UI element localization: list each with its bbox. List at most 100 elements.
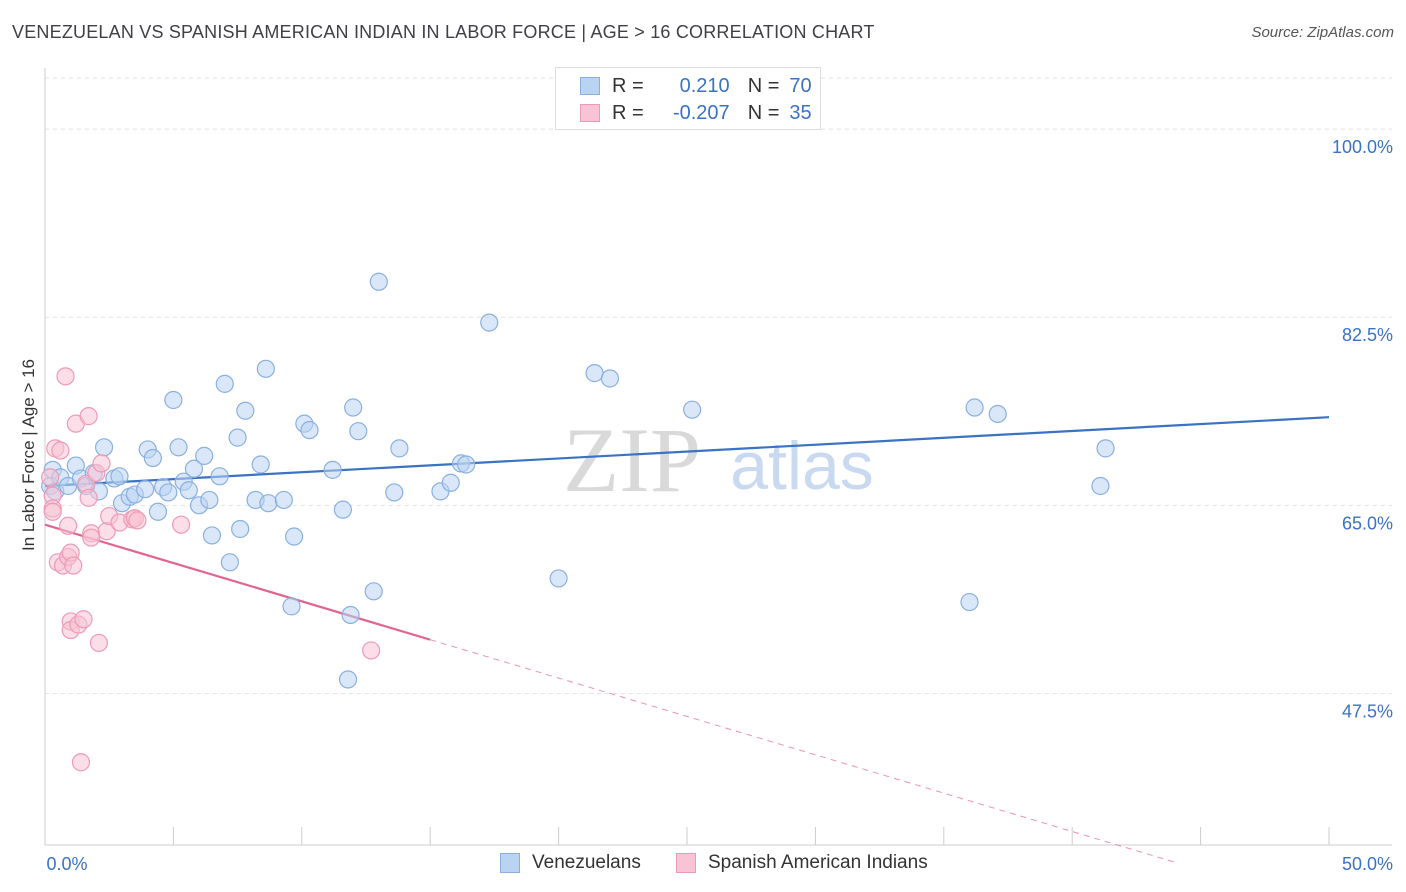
data-point-blue — [457, 455, 476, 474]
tick-labels: 47.5% 65.0% 82.5% 100.0% 0.0% 50.0% — [46, 137, 1393, 874]
data-point-blue — [364, 582, 383, 601]
data-point-blue — [184, 459, 204, 478]
data-point-pink — [71, 753, 91, 772]
data-point-blue — [259, 494, 278, 513]
data-point-blue — [202, 526, 222, 545]
data-point-blue — [220, 553, 239, 572]
data-point-blue — [349, 422, 368, 441]
legend-r-label: R = — [612, 101, 644, 124]
y-axis-label: In Labor Force | Age > 16 — [19, 358, 38, 552]
data-point-blue — [683, 400, 702, 419]
x-tick-label: 0.0% — [46, 854, 87, 874]
data-point-pink — [51, 441, 70, 460]
data-point-blue — [200, 490, 219, 510]
data-point-blue — [94, 438, 114, 457]
data-point-blue — [169, 438, 188, 457]
data-point-pink — [43, 502, 62, 521]
source-label: Source: ZipAtlas.com — [1251, 24, 1394, 41]
grid-lines — [45, 77, 1392, 694]
data-point-blue — [341, 605, 360, 625]
data-point-blue — [369, 272, 388, 291]
data-point-blue — [274, 490, 293, 510]
data-point-blue — [390, 439, 409, 458]
data-point-pink — [64, 556, 83, 575]
data-point-blue — [344, 398, 363, 417]
data-point-pink — [79, 488, 98, 507]
data-point-blue — [385, 483, 404, 502]
data-point-blue — [256, 359, 275, 378]
data-point-pink — [128, 511, 147, 530]
data-point-blue — [600, 369, 620, 388]
data-point-pink — [92, 454, 111, 473]
data-point-blue — [228, 428, 247, 447]
legend-r-label: R = — [612, 74, 644, 97]
data-point-blue — [333, 500, 352, 519]
legend-n-label: N = — [747, 74, 780, 97]
legend-swatch-blue — [580, 77, 600, 95]
data-point-blue — [549, 569, 568, 588]
legend-r-value: -0.207 — [672, 101, 730, 124]
y-tick-label: 47.5% — [1342, 701, 1393, 721]
data-point-pink — [59, 516, 78, 535]
legend-n-value: 35 — [789, 101, 812, 124]
stats-legend: R = 0.210 N = 70 R = -0.207 N = 35 — [555, 67, 821, 130]
y-tick-label: 82.5% — [1342, 325, 1393, 345]
trend-line-blue — [44, 416, 1330, 488]
data-point-blue — [480, 313, 499, 332]
data-point-blue — [179, 481, 198, 500]
legend-swatch-pink — [676, 853, 696, 873]
data-point-blue — [284, 527, 304, 546]
data-point-pink — [56, 367, 75, 386]
data-point-blue — [110, 467, 129, 486]
data-points — [41, 272, 1115, 772]
data-point-blue — [251, 455, 270, 474]
axes — [44, 68, 1392, 846]
legend-item-venezuelans[interactable]: Venezuelans — [500, 852, 641, 874]
y-tick-label: 65.0% — [1342, 513, 1393, 533]
data-point-blue — [215, 374, 234, 393]
legend-r-value: 0.210 — [679, 74, 730, 97]
legend-row-spanish-american-indians: R = -0.207 N = 35 — [580, 101, 812, 125]
legend-item-spanish-american-indians[interactable]: Spanish American Indians — [676, 852, 928, 874]
data-point-blue — [136, 480, 155, 499]
legend-label: Spanish American Indians — [708, 852, 928, 873]
watermark-zip: ZIP — [563, 409, 701, 511]
data-point-pink — [74, 610, 93, 629]
data-point-blue — [231, 519, 250, 539]
data-point-pink — [82, 528, 101, 547]
legend-label: Venezuelans — [532, 852, 641, 873]
x-tick-label: 50.0% — [1342, 854, 1393, 874]
trend-line-pink — [44, 523, 431, 641]
data-point-blue — [585, 364, 604, 383]
data-point-blue — [988, 404, 1007, 424]
data-point-pink — [362, 641, 381, 660]
data-point-pink — [79, 407, 98, 426]
data-point-blue — [1096, 439, 1115, 458]
data-point-blue — [960, 592, 979, 612]
data-point-blue — [164, 390, 183, 410]
trend-extension-pink — [430, 639, 1176, 863]
chart-title: VENEZUELAN VS SPANISH AMERICAN INDIAN IN… — [12, 22, 875, 42]
data-point-blue — [1091, 476, 1110, 496]
legend-swatch-pink — [580, 104, 600, 122]
data-point-blue — [195, 446, 214, 465]
data-point-blue — [159, 483, 178, 502]
data-point-blue — [148, 502, 168, 521]
data-point-blue — [282, 597, 301, 616]
trend-lines — [44, 416, 1330, 863]
data-point-pink — [41, 468, 60, 487]
legend-n-label: N = — [747, 101, 780, 124]
y-tick-label: 100.0% — [1332, 137, 1393, 157]
legend-swatch-blue — [500, 853, 520, 873]
data-point-blue — [143, 448, 162, 468]
watermark: ZIP atlas — [563, 409, 874, 511]
data-point-pink — [89, 633, 109, 653]
legend-row-venezuelans: R = 0.210 N = 70 — [580, 74, 812, 98]
series-legend: Venezuelans Spanish American Indians — [0, 852, 1406, 878]
data-point-blue — [323, 460, 342, 479]
data-point-blue — [236, 401, 255, 420]
legend-n-value: 70 — [789, 74, 812, 97]
data-point-blue — [965, 398, 984, 417]
data-point-blue — [300, 420, 319, 440]
